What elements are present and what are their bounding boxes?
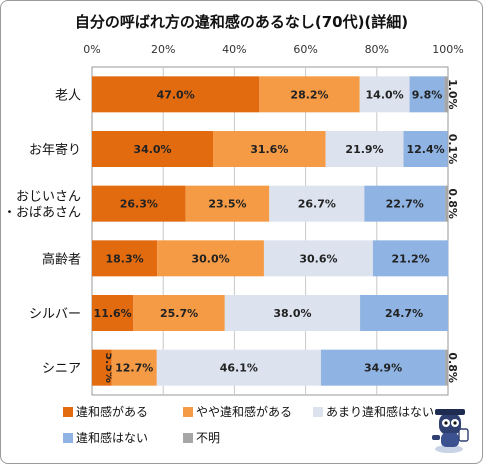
legend-label: 違和感がある xyxy=(76,404,148,419)
bar-segment xyxy=(133,295,225,331)
legend-label: あまり違和感はない xyxy=(326,404,434,419)
data-label: 23.5% xyxy=(208,198,246,211)
legend-label: やや違和感がある xyxy=(196,404,292,419)
x-tick-label: 80% xyxy=(365,43,389,56)
x-tick-label: 60% xyxy=(293,43,317,56)
plot-area xyxy=(91,66,449,396)
data-label: 28.2% xyxy=(290,88,328,101)
x-tick-label: 20% xyxy=(151,43,175,56)
x-tick-label: 40% xyxy=(222,43,246,56)
bar-segment xyxy=(259,76,360,113)
data-label: 46.1% xyxy=(220,362,258,375)
bar-segment xyxy=(92,295,134,331)
legend-swatch xyxy=(183,433,193,443)
data-label: 21.9% xyxy=(345,143,383,156)
data-label: 12.7% xyxy=(115,362,153,375)
data-label: 30.6% xyxy=(299,252,337,265)
data-label: 14.0% xyxy=(366,88,404,101)
bar-segment xyxy=(92,185,186,222)
legend-swatch xyxy=(63,433,73,443)
category-label: 高齢者 xyxy=(42,251,81,267)
bar-segment xyxy=(325,131,404,167)
bar-segment xyxy=(157,240,264,277)
bar-segment xyxy=(364,185,446,222)
data-label: 0.1% xyxy=(446,134,459,165)
bar-segment xyxy=(445,349,448,386)
x-tick-label: 0% xyxy=(83,43,100,56)
legend-label: 不明 xyxy=(196,431,220,445)
bar-segment xyxy=(185,185,270,222)
category-label: シルバー xyxy=(29,307,81,322)
data-label: 34.0% xyxy=(133,143,171,156)
data-label: 18.3% xyxy=(105,252,143,265)
category-label: お年寄り xyxy=(29,142,81,158)
data-label: 21.2% xyxy=(392,252,430,265)
mascot-icon xyxy=(432,409,469,453)
bar-segment xyxy=(156,349,321,386)
legend-label: 違和感はない xyxy=(76,430,148,445)
data-label: 30.0% xyxy=(191,252,229,265)
x-tick-label: 100% xyxy=(432,43,463,56)
bar-segment xyxy=(320,349,446,386)
data-label: 9.8% xyxy=(412,88,443,101)
legend-swatch xyxy=(63,407,73,417)
data-label: 1.0% xyxy=(446,79,459,110)
data-label: 26.3% xyxy=(120,198,158,211)
data-label: 26.7% xyxy=(298,198,336,211)
bar-segment xyxy=(92,240,158,277)
bar-segment xyxy=(444,76,448,113)
legend-swatch xyxy=(313,407,323,417)
bar-segment xyxy=(409,76,445,113)
bar-segment xyxy=(213,131,326,167)
data-label: 47.0% xyxy=(157,88,195,101)
data-label: 31.6% xyxy=(250,143,288,156)
data-label: 22.7% xyxy=(386,198,424,211)
bar-segment xyxy=(359,76,410,113)
category-label: シニア xyxy=(42,362,81,377)
data-label: 25.7% xyxy=(160,307,198,320)
bar-segment xyxy=(92,76,260,113)
category-label: ・おばあさん xyxy=(3,206,81,221)
data-label: 0.8% xyxy=(446,352,459,383)
chart-title: 自分の呼ばれ方の違和感のあるなし(70代)(詳細) xyxy=(74,13,409,31)
bar-segment xyxy=(92,131,214,167)
bar-segment xyxy=(263,240,373,277)
data-label: 34.9% xyxy=(364,362,402,375)
data-label: 0.8% xyxy=(446,188,459,219)
category-label: 老人 xyxy=(55,88,81,103)
legend-swatch xyxy=(183,407,193,417)
data-label: 38.0% xyxy=(273,307,311,320)
bar-segment xyxy=(92,349,112,386)
bar-segment xyxy=(445,185,448,222)
category-label: おじいさん xyxy=(16,190,81,205)
bar-segment xyxy=(372,240,449,277)
data-label: 11.6% xyxy=(94,307,132,320)
bar-segment xyxy=(224,295,361,331)
bar-segment xyxy=(269,185,365,222)
data-label: 24.7% xyxy=(385,307,423,320)
data-label: 12.4% xyxy=(406,143,444,156)
bar-segment xyxy=(111,349,157,386)
bar-segment xyxy=(360,295,448,331)
bar-segment xyxy=(403,131,448,167)
